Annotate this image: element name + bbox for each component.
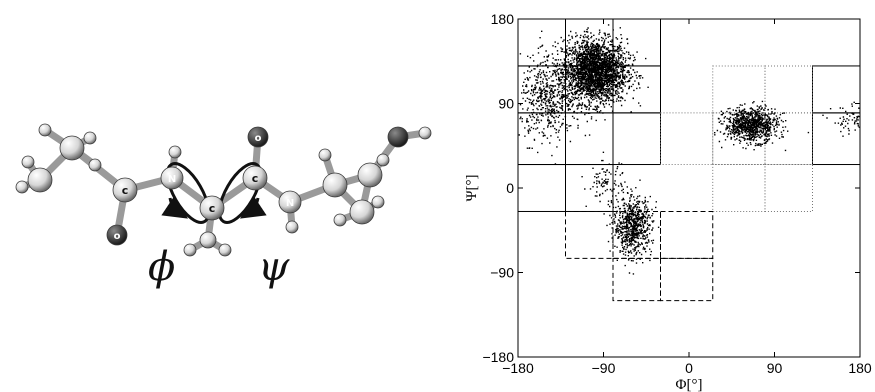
atom-label-amide-n2: N	[286, 198, 294, 209]
region-box-dashed	[612, 257, 661, 302]
y-tick-label: −90	[490, 265, 514, 281]
region-box-dashed	[660, 257, 714, 302]
rotation-arrows	[161, 162, 267, 224]
x-axis-label: Φ[°]	[676, 377, 703, 392]
scatter-marks-left-handed-helix	[714, 100, 810, 152]
region-box-solid	[517, 164, 566, 212]
region-box-solid	[612, 65, 661, 114]
region-box-dashed	[565, 210, 614, 259]
region-box-dashed	[660, 210, 714, 259]
atoms	[15, 123, 432, 257]
psi-symbol: ψ	[258, 244, 290, 290]
axis-ticks: −180 −90 0 90 180 −180 −90 0 90 180	[482, 11, 871, 376]
y-axis-label: Ψ[°]	[464, 174, 480, 201]
atom-label-carbonyl-c1: c	[122, 184, 129, 197]
axes-frame	[517, 18, 861, 358]
region-box-dotted	[660, 112, 714, 166]
scatter-marks-far-right	[822, 101, 861, 137]
x-tick-label: 0	[685, 360, 693, 376]
region-box-solid	[517, 18, 566, 67]
phi-symbol: ϕ	[148, 244, 175, 290]
scatter-points	[518, 24, 861, 275]
cluster-beta	[533, 24, 649, 137]
region-box-dotted	[712, 164, 766, 212]
atom-label-carbonyl-c2: c	[252, 172, 259, 185]
scatter-marks-beta	[533, 24, 649, 137]
atom-label-carbonyl-o2: o	[255, 133, 262, 144]
atom-label-carbonyl-o1: o	[114, 231, 121, 242]
region-box-dotted	[764, 112, 813, 166]
region-box-solid	[812, 112, 861, 166]
region-box-dotted	[764, 164, 813, 212]
region-box-solid	[565, 164, 614, 212]
dipeptide-molecule-illustration: c o N c c o N ϕ ψ	[15, 123, 432, 290]
cluster-far-right	[822, 101, 861, 137]
cluster-left-handed-helix	[714, 100, 810, 152]
y-tick-label: 0	[506, 180, 514, 196]
region-box-solid	[612, 112, 661, 166]
scatter-marks-alpha-right	[603, 182, 660, 275]
cluster-alpha-right	[603, 182, 660, 275]
x-tick-label: 90	[767, 360, 783, 376]
atom-label-alpha-c: c	[209, 202, 216, 215]
y-tick-label: 90	[498, 96, 514, 112]
x-tick-label: −90	[592, 360, 616, 376]
y-tick-label: −180	[482, 349, 514, 365]
x-tick-label: −180	[502, 360, 534, 376]
scatter-marks-bridge	[581, 151, 641, 209]
x-tick-label: 180	[848, 360, 872, 376]
y-tick-label: 180	[491, 11, 515, 27]
cluster-bridge	[581, 151, 641, 209]
region-boxes	[517, 18, 861, 302]
region-box-dotted	[712, 112, 766, 166]
region-box-dotted	[764, 65, 813, 114]
region-box-solid	[565, 112, 614, 166]
ramachandran-plot: −180 −90 0 90 180 −180 −90 0 90 180 Φ[°] Ψ[°]	[464, 11, 872, 392]
atom-label-amide-n1: N	[168, 174, 176, 185]
